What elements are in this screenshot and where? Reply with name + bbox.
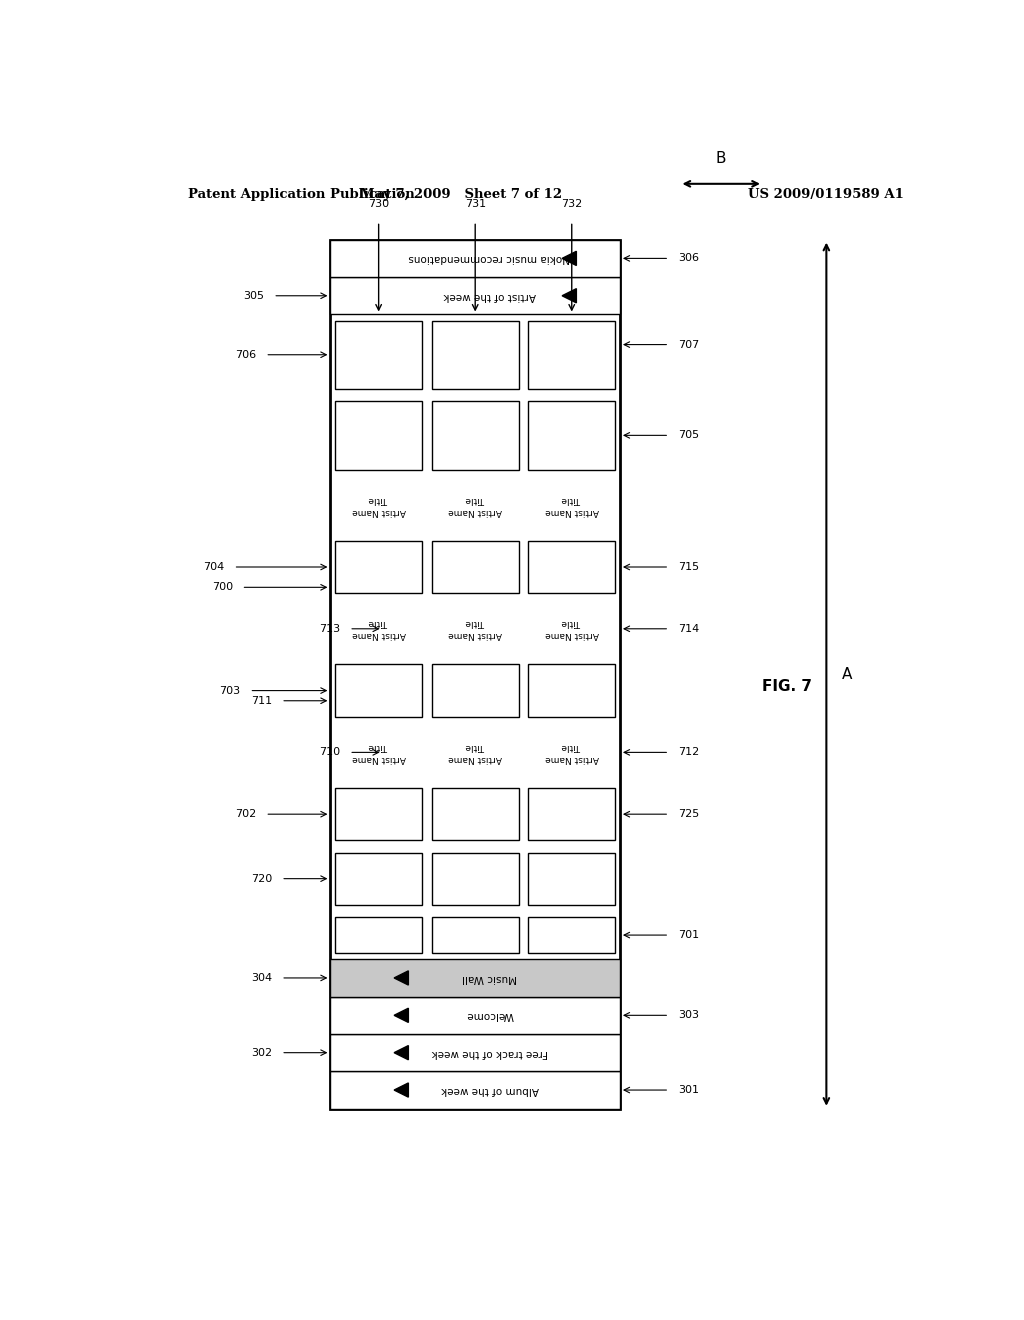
Text: Music Wall: Music Wall xyxy=(462,973,517,983)
Text: 713: 713 xyxy=(319,624,340,634)
Bar xyxy=(432,853,519,904)
Text: 732: 732 xyxy=(561,199,583,210)
Bar xyxy=(335,541,422,593)
Text: 714: 714 xyxy=(678,624,699,634)
Text: 700: 700 xyxy=(212,582,232,593)
Text: Patent Application Publication: Patent Application Publication xyxy=(187,189,415,202)
Bar xyxy=(331,277,621,314)
Polygon shape xyxy=(394,1082,409,1097)
Text: 707: 707 xyxy=(678,339,699,350)
Text: 702: 702 xyxy=(236,809,257,820)
Text: Artist Name
Title: Artist Name Title xyxy=(449,742,502,763)
Text: 725: 725 xyxy=(678,809,699,820)
Text: 720: 720 xyxy=(251,874,272,883)
Bar xyxy=(335,664,422,717)
Text: 305: 305 xyxy=(244,290,264,301)
Text: Artist Name
Title: Artist Name Title xyxy=(351,742,406,763)
Bar xyxy=(528,853,615,904)
Bar xyxy=(335,917,422,953)
Text: 712: 712 xyxy=(678,747,699,758)
Text: US 2009/0119589 A1: US 2009/0119589 A1 xyxy=(749,189,904,202)
Bar xyxy=(528,541,615,593)
Bar xyxy=(335,853,422,904)
Text: B: B xyxy=(716,150,726,165)
Bar xyxy=(331,997,621,1034)
Bar xyxy=(528,917,615,953)
Text: 705: 705 xyxy=(678,430,699,441)
Bar xyxy=(432,541,519,593)
Text: 302: 302 xyxy=(251,1048,272,1057)
Text: Artist of the week: Artist of the week xyxy=(443,290,536,301)
Bar xyxy=(528,788,615,841)
Text: Artist Name
Title: Artist Name Title xyxy=(545,618,599,639)
Polygon shape xyxy=(562,251,577,265)
Bar xyxy=(335,788,422,841)
Polygon shape xyxy=(394,1045,409,1060)
Bar xyxy=(528,401,615,470)
Text: Artist Name
Title: Artist Name Title xyxy=(351,618,406,639)
Text: Welcome: Welcome xyxy=(466,1010,513,1020)
Bar xyxy=(528,664,615,717)
Bar xyxy=(335,401,422,470)
Text: 306: 306 xyxy=(678,253,699,264)
Text: 303: 303 xyxy=(678,1010,699,1020)
Polygon shape xyxy=(394,1008,409,1023)
Bar xyxy=(331,240,621,1109)
Bar xyxy=(432,917,519,953)
Bar xyxy=(335,321,422,389)
Text: 304: 304 xyxy=(251,973,272,983)
Text: 703: 703 xyxy=(219,685,241,696)
Text: A: A xyxy=(842,667,853,681)
Text: May 7, 2009   Sheet 7 of 12: May 7, 2009 Sheet 7 of 12 xyxy=(360,189,562,202)
Text: 711: 711 xyxy=(251,696,272,706)
Bar xyxy=(331,240,621,277)
Bar xyxy=(432,664,519,717)
Text: 730: 730 xyxy=(368,199,389,210)
Text: Artist Name
Title: Artist Name Title xyxy=(545,742,599,763)
Text: Nokia music recommendations: Nokia music recommendations xyxy=(409,253,570,264)
Text: 701: 701 xyxy=(678,931,699,940)
Bar xyxy=(432,788,519,841)
Bar xyxy=(432,401,519,470)
Text: Artist Name
Title: Artist Name Title xyxy=(545,495,599,516)
Text: 715: 715 xyxy=(678,562,699,572)
Text: Free track of the week: Free track of the week xyxy=(431,1048,548,1057)
Text: 710: 710 xyxy=(319,747,340,758)
Polygon shape xyxy=(394,970,409,985)
Bar xyxy=(528,321,615,389)
Text: 301: 301 xyxy=(678,1085,699,1096)
Text: Artist Name
Title: Artist Name Title xyxy=(449,495,502,516)
Text: Artist Name
Title: Artist Name Title xyxy=(351,495,406,516)
Text: FIG. 7: FIG. 7 xyxy=(762,680,812,694)
Text: Artist Name
Title: Artist Name Title xyxy=(449,618,502,639)
Polygon shape xyxy=(562,289,577,302)
Text: 731: 731 xyxy=(465,199,485,210)
Bar xyxy=(331,1034,621,1072)
Text: 706: 706 xyxy=(236,350,257,360)
Bar xyxy=(331,1072,621,1109)
Text: Album of the week: Album of the week xyxy=(440,1085,539,1096)
Bar xyxy=(331,960,621,997)
Bar xyxy=(432,321,519,389)
Text: 704: 704 xyxy=(204,562,225,572)
